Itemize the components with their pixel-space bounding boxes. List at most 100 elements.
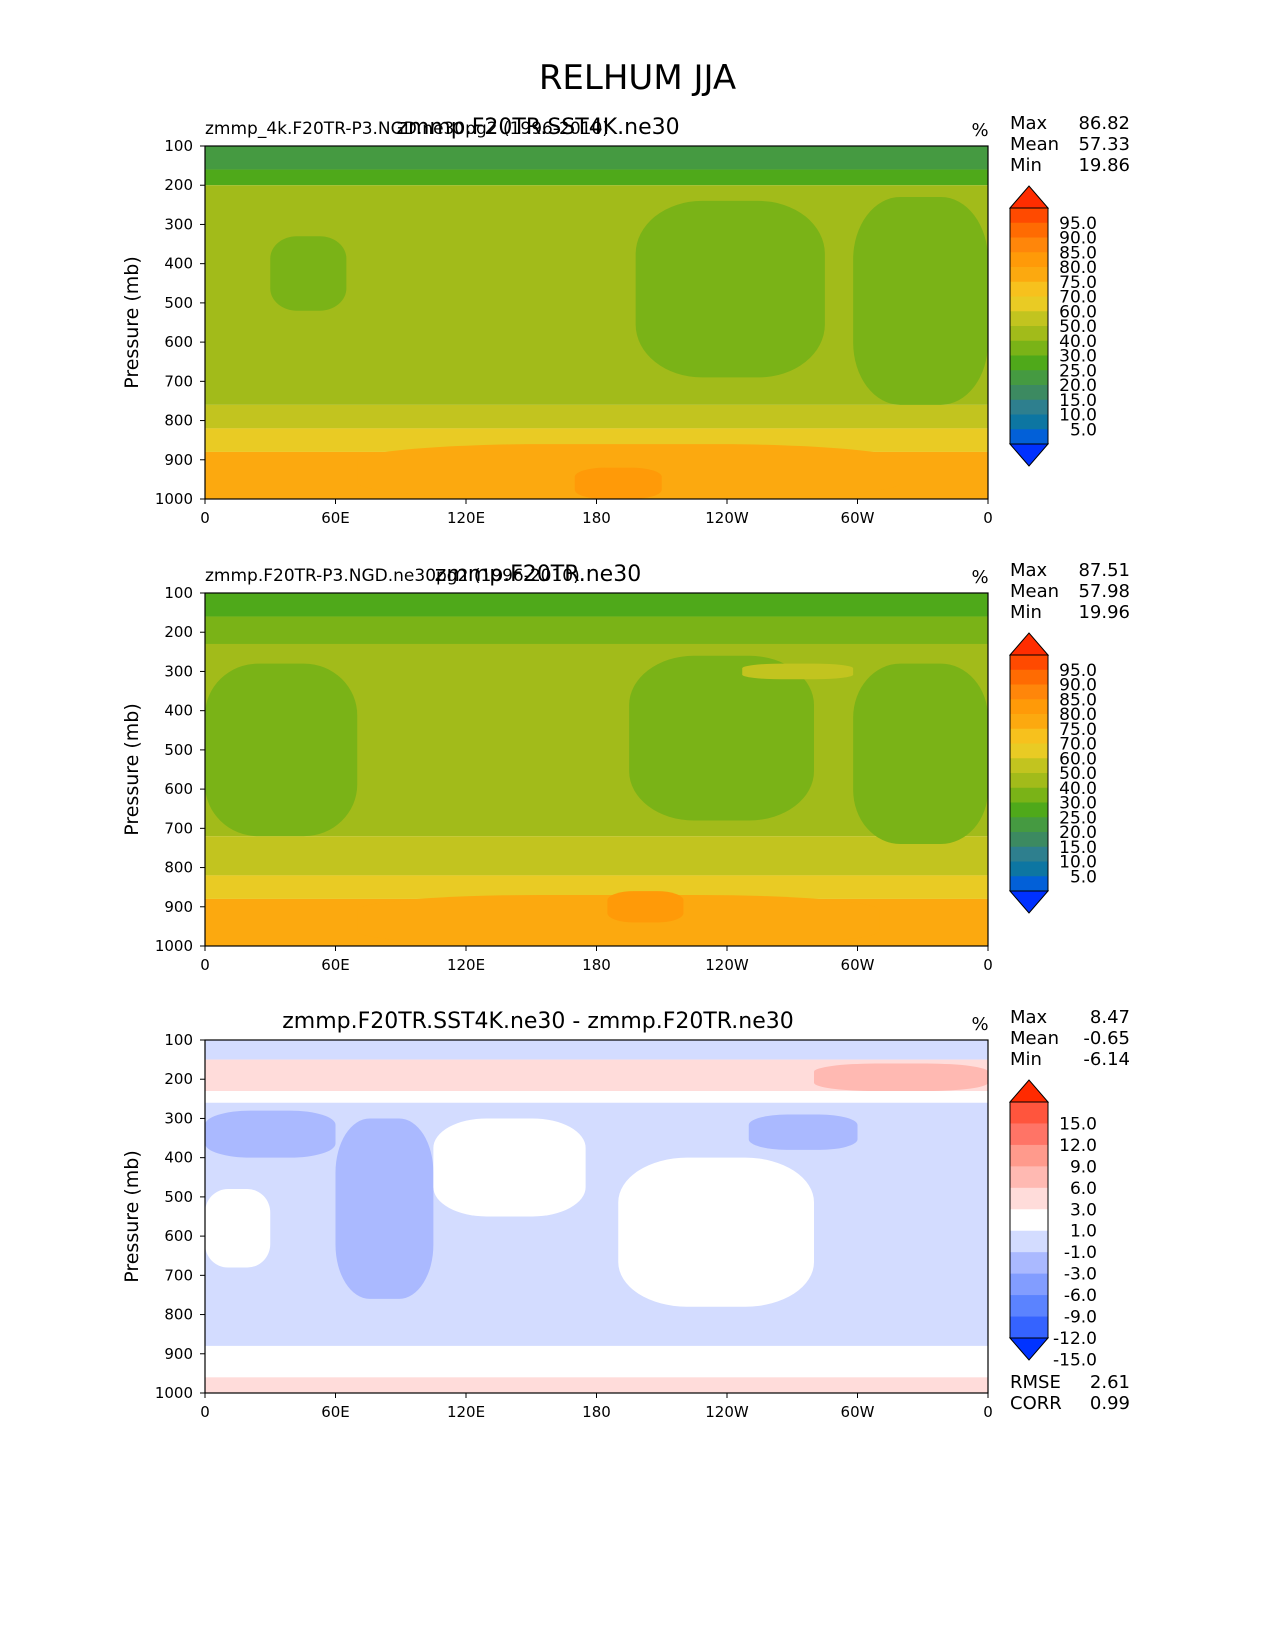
y-axis-label: Pressure (mb) (121, 703, 143, 836)
units-label: % (971, 120, 988, 141)
colorbar-swatch (1010, 399, 1048, 415)
stat-label: Mean (1010, 1028, 1059, 1049)
colorbar-swatch (1010, 1144, 1048, 1167)
colorbar-label: 50.0 (1059, 317, 1097, 337)
contour-band (205, 875, 988, 899)
x-tick-label: 0 (200, 956, 210, 974)
y-tick-label: 800 (164, 1306, 193, 1324)
colorbar-label: 70.0 (1059, 735, 1097, 755)
y-tick-label: 400 (164, 1149, 193, 1167)
extra-stat-value: 0.99 (1090, 1393, 1130, 1414)
x-tick-label: 60W (841, 509, 875, 527)
colorbar-label: 10.0 (1059, 406, 1097, 426)
contour-band (205, 1345, 988, 1378)
colorbar-swatch (1010, 1252, 1048, 1275)
colorbar-label: 60.0 (1059, 302, 1097, 322)
panel-ref: 100 200 300 400 500 600 700 800 900 1000 0 60E 120E 1… (121, 560, 1130, 974)
colorbar-label: 3.0 (1070, 1200, 1097, 1220)
colorbar-frame (1009, 207, 1049, 445)
x-tick-label: 120E (447, 956, 485, 974)
colorbar-swatch (1010, 876, 1048, 892)
contour-region (205, 1110, 336, 1158)
colorbar-swatch (1010, 1209, 1048, 1232)
contour-field (205, 1040, 988, 1393)
x-tick-label: 60W (841, 956, 875, 974)
stat-value: 19.86 (1078, 155, 1130, 176)
units-label: % (971, 567, 988, 588)
contour-region (270, 236, 347, 311)
stat-value: 57.98 (1078, 581, 1130, 602)
colorbar-swatch (1010, 340, 1048, 356)
x-tick-label: 120W (705, 1403, 749, 1421)
panel-left-title: zmmp_4k.F20TR-P3.NGD.ne30pg2 (1996-2010) (205, 119, 609, 139)
colorbar-swatch (1010, 669, 1048, 685)
y-tick-label: 300 (164, 1109, 193, 1127)
x-tick-label: 120E (447, 1403, 485, 1421)
colorbar-swatch (1010, 429, 1048, 445)
y-tick-label: 600 (164, 333, 193, 351)
x-tick-label: 60E (321, 956, 350, 974)
y-tick-label: 700 (164, 819, 193, 837)
colorbar-swatch (1010, 684, 1048, 700)
colorbar-swatch (1010, 802, 1048, 818)
contour-region (205, 1189, 271, 1268)
contour-field (205, 146, 988, 499)
y-tick-label: 500 (164, 294, 193, 312)
colorbar-swatch (1010, 267, 1048, 283)
stat-label: Max (1010, 560, 1048, 581)
colorbar-swatch (1010, 1102, 1048, 1124)
colorbar-label: 90.0 (1059, 676, 1097, 696)
y-tick-label: 900 (164, 1345, 193, 1363)
colorbar-label: 20.0 (1059, 823, 1097, 843)
colorbar-label: 40.0 (1059, 779, 1097, 799)
colorbar-label: 70.0 (1059, 288, 1097, 308)
extra-stat-value: 2.61 (1090, 1372, 1130, 1393)
colorbar-swatch (1010, 237, 1048, 253)
stat-label: Max (1010, 1007, 1048, 1028)
x-tick-label: 60W (841, 1403, 875, 1421)
colorbar-label: -12.0 (1053, 1329, 1097, 1349)
contour-region (205, 663, 358, 837)
x-tick-label: 120W (705, 956, 749, 974)
colorbar-label: 10.0 (1059, 853, 1097, 873)
contour-band (205, 169, 988, 186)
stat-value: -6.14 (1083, 1049, 1130, 1070)
y-tick-label: 1000 (155, 490, 193, 508)
extra-stat-label: RMSE (1010, 1372, 1061, 1393)
colorbar-swatch (1010, 281, 1048, 297)
colorbar-swatch (1010, 817, 1048, 833)
y-tick-label: 300 (164, 215, 193, 233)
colorbar-label: 95.0 (1059, 214, 1097, 234)
contour-region (814, 1063, 988, 1091)
panel-center-title: zmmp.F20TR.ne30 (435, 562, 641, 587)
colorbar-swatch (1010, 861, 1048, 877)
colorbar-swatch (1010, 1123, 1048, 1146)
y-tick-label: 200 (164, 176, 193, 194)
x-tick-label: 0 (983, 956, 993, 974)
colorbar-max-extension (1008, 632, 1050, 656)
colorbar: 95.090.085.080.075.070.060.050.040.030.0… (1008, 185, 1097, 467)
x-tick-label: 180 (582, 1403, 611, 1421)
stat-label: Min (1010, 602, 1042, 623)
colorbar-label: 30.0 (1059, 794, 1097, 814)
contour-region (748, 1114, 858, 1150)
panel-test: 100 200 300 400 500 600 700 800 900 1000 0 60E 120E 1… (121, 113, 1130, 527)
colorbar-label: -9.0 (1064, 1308, 1097, 1328)
colorbar-swatch (1010, 326, 1048, 342)
y-tick-label: 100 (164, 137, 193, 155)
colorbar-swatch (1010, 370, 1048, 386)
colorbar-label: 9.0 (1070, 1157, 1097, 1177)
colorbar-swatch (1010, 846, 1048, 862)
colorbar-swatch (1010, 758, 1048, 774)
colorbar-frame (1009, 1101, 1049, 1339)
colorbar-swatch (1010, 728, 1048, 744)
y-tick-label: 100 (164, 584, 193, 602)
colorbar-swatch (1010, 1187, 1048, 1210)
stat-value: 87.51 (1078, 560, 1130, 581)
colorbar-label: 15.0 (1059, 838, 1097, 858)
colorbar-label: 85.0 (1059, 243, 1097, 263)
stat-value: 19.96 (1078, 602, 1130, 623)
colorbar-label: 25.0 (1059, 808, 1097, 828)
x-tick-label: 180 (582, 509, 611, 527)
panel-diff: 100 200 300 400 500 600 700 800 900 1000 0 60E 120E 1… (121, 1007, 1130, 1421)
